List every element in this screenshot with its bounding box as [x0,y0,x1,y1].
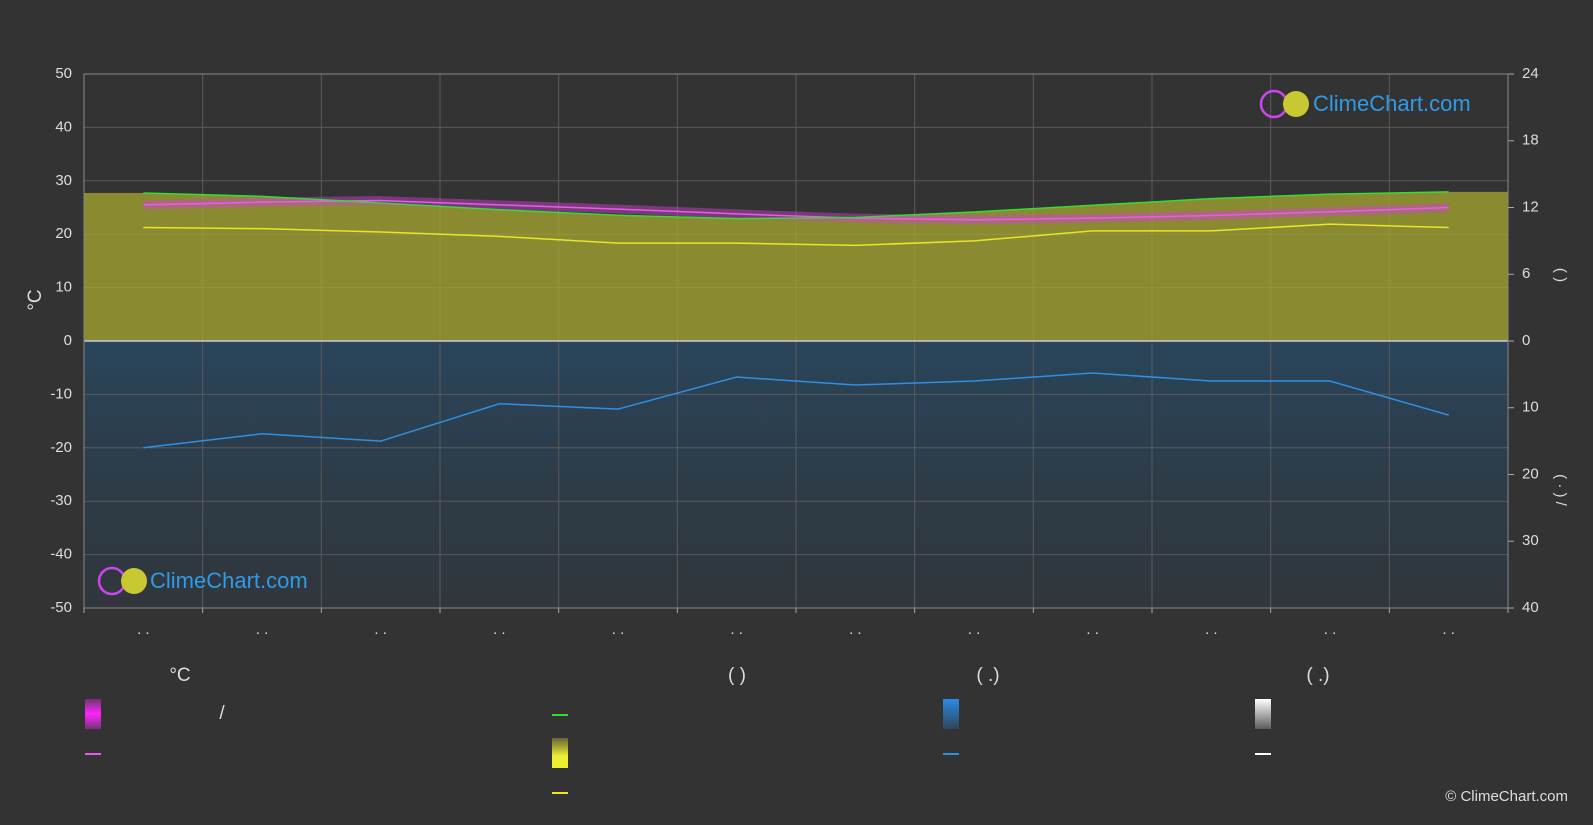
y2-tick-label: 0 [1522,332,1530,349]
y-tick-label: 0 [64,332,72,349]
y3-tick-label: 20 [1522,465,1539,482]
x-tick-label: . . [849,621,862,638]
x-tick-label: . . [1442,621,1455,638]
y2-tick-label: 18 [1522,132,1539,149]
y3-tick-label: 10 [1522,399,1539,416]
y2-tick-label: 24 [1522,65,1539,82]
legend-heading: ( .) [1306,665,1329,686]
plot-frame [83,73,1509,609]
y-tick-label: 40 [55,118,72,135]
legend-heading: ( .) [976,665,999,686]
x-tick-label: . . [730,621,743,638]
logo-bottom: ClimeChart.com [97,566,308,596]
y2-tick-label: 12 [1522,198,1539,215]
watermark: ClimeChart.com [1313,91,1471,116]
legend-swatch [943,699,959,729]
series-line [143,223,1449,247]
legend-heading: ( ) [728,665,746,686]
series-line [143,199,1449,221]
watermark: ClimeChart.com [150,568,308,593]
plot: -50 -40 -30 -20 -10 0 10 20 30 40 50 0 6 12 18 24 10 20 30… [50,65,1538,638]
logo-sun [121,568,147,594]
legend-heading: °C [169,665,190,686]
y-tick-label: -10 [50,385,72,402]
x-tick-label: . . [493,621,506,638]
legend-text: / [219,703,225,724]
daylight-area [84,191,1508,341]
legend-swatch [552,738,568,768]
x-tick-label: . . [256,621,269,638]
y-tick-label: -20 [50,439,72,456]
y3-tick-label: 40 [1522,599,1539,616]
y3-axis-label: ( · ) / [1552,474,1569,506]
x-tick-label: . . [1324,621,1337,638]
legend-lines [85,714,959,794]
x-tick-label: . . [1086,621,1099,638]
y2-tick-label: 6 [1522,265,1530,282]
x-tick-label: . . [137,621,150,638]
x-tick-label: . . [612,621,625,638]
x-tick-label: . . [1205,621,1218,638]
y-tick-label: 30 [55,172,72,189]
y-tick-label: -50 [50,599,72,616]
y2-axis-label: ( ) [1552,268,1569,282]
logo-sun [1283,91,1309,117]
series-line [143,372,1449,449]
y-tick-label: -30 [50,492,72,509]
series-line [143,191,1449,220]
logo-top: ClimeChart.com [1259,89,1471,119]
y-tick-label: 10 [55,279,72,296]
y-tick-label: 20 [55,225,72,242]
y-tick-label: -40 [50,546,72,563]
legend-swatch [85,699,101,729]
legend-swatch [1255,699,1271,729]
y-tick-label: 50 [55,65,72,82]
copyright: © ClimeChart.com [1445,788,1568,805]
x-tick-label: . . [374,621,387,638]
y-axis-label: °C [25,289,46,310]
y3-tick-label: 30 [1522,532,1539,549]
x-tick-label: . . [968,621,981,638]
